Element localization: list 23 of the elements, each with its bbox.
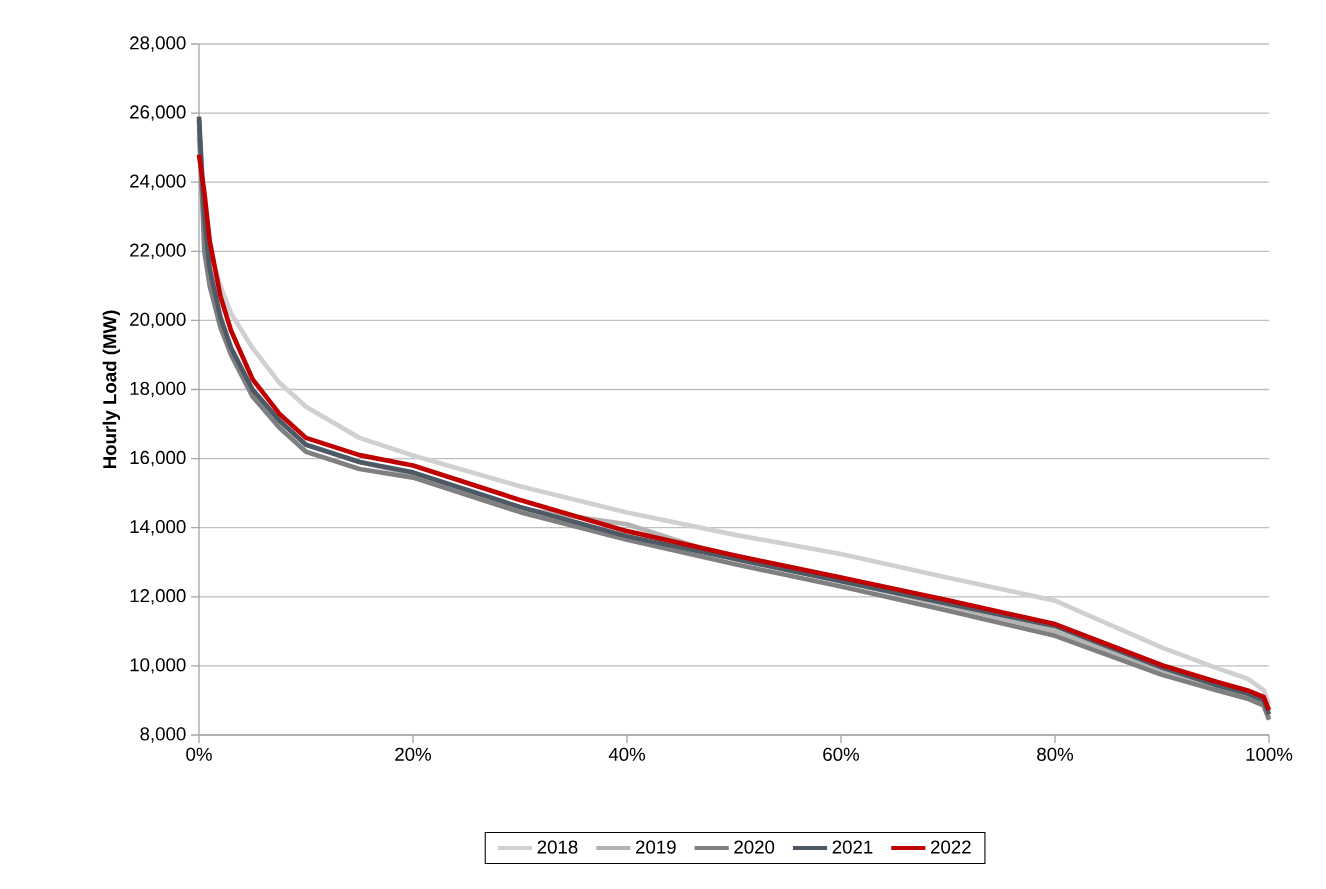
y-tick-label: 12,000 <box>130 589 186 605</box>
legend-label: 2022 <box>931 840 971 854</box>
y-tick-label: 16,000 <box>130 450 186 467</box>
y-axis-title: Hourly Load (MW) <box>102 310 121 469</box>
legend-label: 2021 <box>832 840 873 854</box>
legend-label: 2019 <box>636 840 676 854</box>
legend-label: 2018 <box>537 840 578 854</box>
x-tick-label: 100% <box>1246 747 1293 761</box>
y-tick-label: 20,000 <box>130 312 186 329</box>
y-tick-label: 22,000 <box>130 243 186 259</box>
y-tick-label: 24,000 <box>130 174 186 190</box>
y-tick-label: 14,000 <box>130 519 186 536</box>
y-tick-label: 10,000 <box>130 658 186 674</box>
y-tick-label: 18,000 <box>130 381 186 398</box>
y-tick-label: 8,000 <box>140 727 186 743</box>
x-tick-label: 80% <box>1037 747 1074 761</box>
y-tick-label: 26,000 <box>130 105 186 121</box>
x-tick-label: 20% <box>395 747 432 761</box>
x-tick-label: 40% <box>608 747 646 761</box>
y-tick-label: 28,000 <box>130 36 186 52</box>
x-tick-label: 0% <box>186 747 212 761</box>
legend-label: 2020 <box>734 840 775 854</box>
x-tick-label: 60% <box>823 747 860 761</box>
